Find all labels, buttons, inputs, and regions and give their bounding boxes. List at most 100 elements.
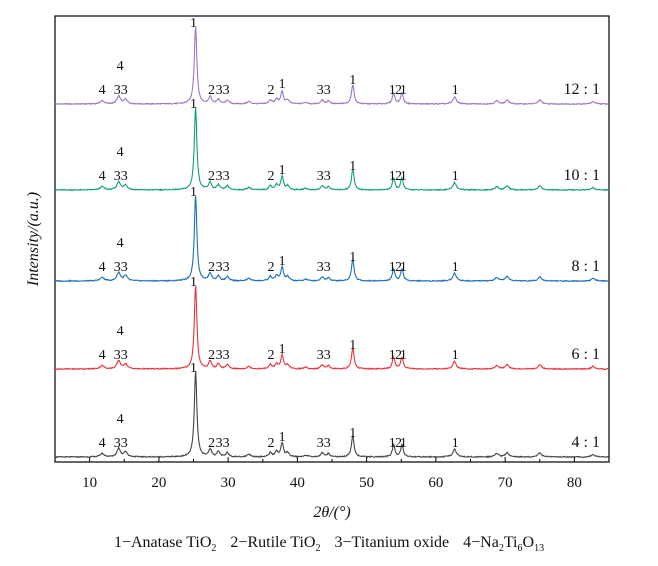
peak-label: 2 xyxy=(395,260,402,275)
peak-label: 1 xyxy=(452,436,459,451)
peak-label: 33 xyxy=(114,436,128,451)
peak-label: 2 xyxy=(395,436,402,451)
peak-label: 33 xyxy=(114,83,128,98)
series-line xyxy=(54,285,610,371)
series-label: 8 : 1 xyxy=(572,258,600,275)
x-axis-ticks: 10 20 30 40 50 60 70 80 xyxy=(54,457,610,491)
legend-note-rutile: 2−Rutile TiO2 xyxy=(230,534,321,555)
peak-label: 2 xyxy=(208,169,215,184)
legend-note-sodium-titanate: 4−Na2Ti6O13 xyxy=(463,534,545,555)
peak-label: 33 xyxy=(317,83,331,98)
peak-label: 1 xyxy=(349,250,356,265)
peak-label: 1 xyxy=(400,169,407,184)
x-tick-label: 30 xyxy=(221,475,236,491)
x-tick-label: 40 xyxy=(290,475,305,491)
peak-label: 2 xyxy=(395,348,402,363)
peak-label: 1 xyxy=(349,159,356,174)
peak-label: 1 xyxy=(190,361,197,376)
peak-label: 1 xyxy=(349,338,356,353)
peak-label: 2 xyxy=(268,169,275,184)
phase-legend-note: 1−Anatase TiO2 2−Rutile TiO2 3−Titanium … xyxy=(0,534,658,554)
series-line xyxy=(54,370,610,459)
peak-label: 4 xyxy=(99,348,106,363)
peak-label: 4 xyxy=(117,59,124,74)
peak-label: 2 xyxy=(268,436,275,451)
peak-label: 4 xyxy=(117,236,124,251)
peak-label: 2 xyxy=(268,348,275,363)
peak-label: 1 xyxy=(349,73,356,88)
peak-label: 1 xyxy=(452,83,459,98)
x-tick-label: 70 xyxy=(498,475,513,491)
peak-label: 33 xyxy=(216,260,230,275)
peak-label: 1 xyxy=(389,348,396,363)
peak-label: 33 xyxy=(216,169,230,184)
peak-label: 4 xyxy=(117,145,124,160)
peak-label: 33 xyxy=(114,348,128,363)
peak-label: 1 xyxy=(400,260,407,275)
x-axis-title: 2θ/(°) xyxy=(313,504,350,521)
peak-label: 1 xyxy=(349,426,356,441)
legend-note-anatase: 1−Anatase TiO2 xyxy=(113,534,217,555)
peak-label: 2 xyxy=(208,260,215,275)
x-tick-label: 60 xyxy=(428,475,443,491)
x-tick-label: 20 xyxy=(151,475,166,491)
peak-label: 1 xyxy=(389,436,396,451)
peak-label: 2 xyxy=(208,348,215,363)
peak-label: 2 xyxy=(208,436,215,451)
x-tick-label: 50 xyxy=(359,475,374,491)
peak-label: 1 xyxy=(400,348,407,363)
series-labels: 12 : 1 10 : 1 8 : 1 6 : 1 4 : 1 xyxy=(564,81,600,451)
peak-label: 33 xyxy=(114,169,128,184)
peak-label: 1 xyxy=(190,185,197,200)
peak-label: 33 xyxy=(317,169,331,184)
series-line xyxy=(54,195,610,283)
series-line xyxy=(55,107,610,192)
peak-label: 1 xyxy=(400,436,407,451)
series-label: 4 : 1 xyxy=(572,434,600,451)
peak-label: 4 xyxy=(99,83,106,98)
series-label: 6 : 1 xyxy=(572,346,600,363)
y-axis-title: Intensity/(a.u.) xyxy=(25,192,42,287)
x-tick-label: 10 xyxy=(82,475,97,491)
peak-label: 33 xyxy=(216,436,230,451)
plot-frame xyxy=(54,15,610,463)
peak-label: 1 xyxy=(400,83,407,98)
peak-label: 1 xyxy=(279,163,286,178)
peak-label: 33 xyxy=(317,348,331,363)
series-curves xyxy=(54,26,610,459)
peak-label: 1 xyxy=(190,16,197,31)
peak-label: 1 xyxy=(190,275,197,290)
peak-label: 2 xyxy=(395,169,402,184)
peak-label: 4 xyxy=(117,324,124,339)
peak-label: 1 xyxy=(452,169,459,184)
peak-label: 33 xyxy=(317,260,331,275)
series-label: 10 : 1 xyxy=(564,167,600,184)
peak-label: 2 xyxy=(208,83,215,98)
peak-label: 33 xyxy=(114,260,128,275)
series-label: 12 : 1 xyxy=(564,81,600,98)
series-line xyxy=(54,26,610,106)
peak-label: 1 xyxy=(190,97,197,112)
peak-label: 2 xyxy=(268,260,275,275)
peak-label: 1 xyxy=(452,260,459,275)
legend-note-titanium-oxide: 3−Titanium oxide xyxy=(334,534,450,551)
peak-label: 1 xyxy=(389,169,396,184)
peak-label: 4 xyxy=(99,169,106,184)
peak-label: 33 xyxy=(317,436,331,451)
peak-label: 4 xyxy=(99,260,106,275)
peak-label: 1 xyxy=(279,342,286,357)
peak-label: 4 xyxy=(117,412,124,427)
peak-label: 33 xyxy=(216,83,230,98)
peak-label: 33 xyxy=(216,348,230,363)
x-tick-label: 80 xyxy=(567,475,582,491)
peak-label: 4 xyxy=(99,436,106,451)
peak-label: 2 xyxy=(395,83,402,98)
peak-label: 1 xyxy=(389,260,396,275)
peak-label: 2 xyxy=(268,83,275,98)
peak-label: 1 xyxy=(279,77,286,92)
peak-label: 1 xyxy=(279,254,286,269)
peak-label: 1 xyxy=(279,430,286,445)
peak-label: 1 xyxy=(389,83,396,98)
